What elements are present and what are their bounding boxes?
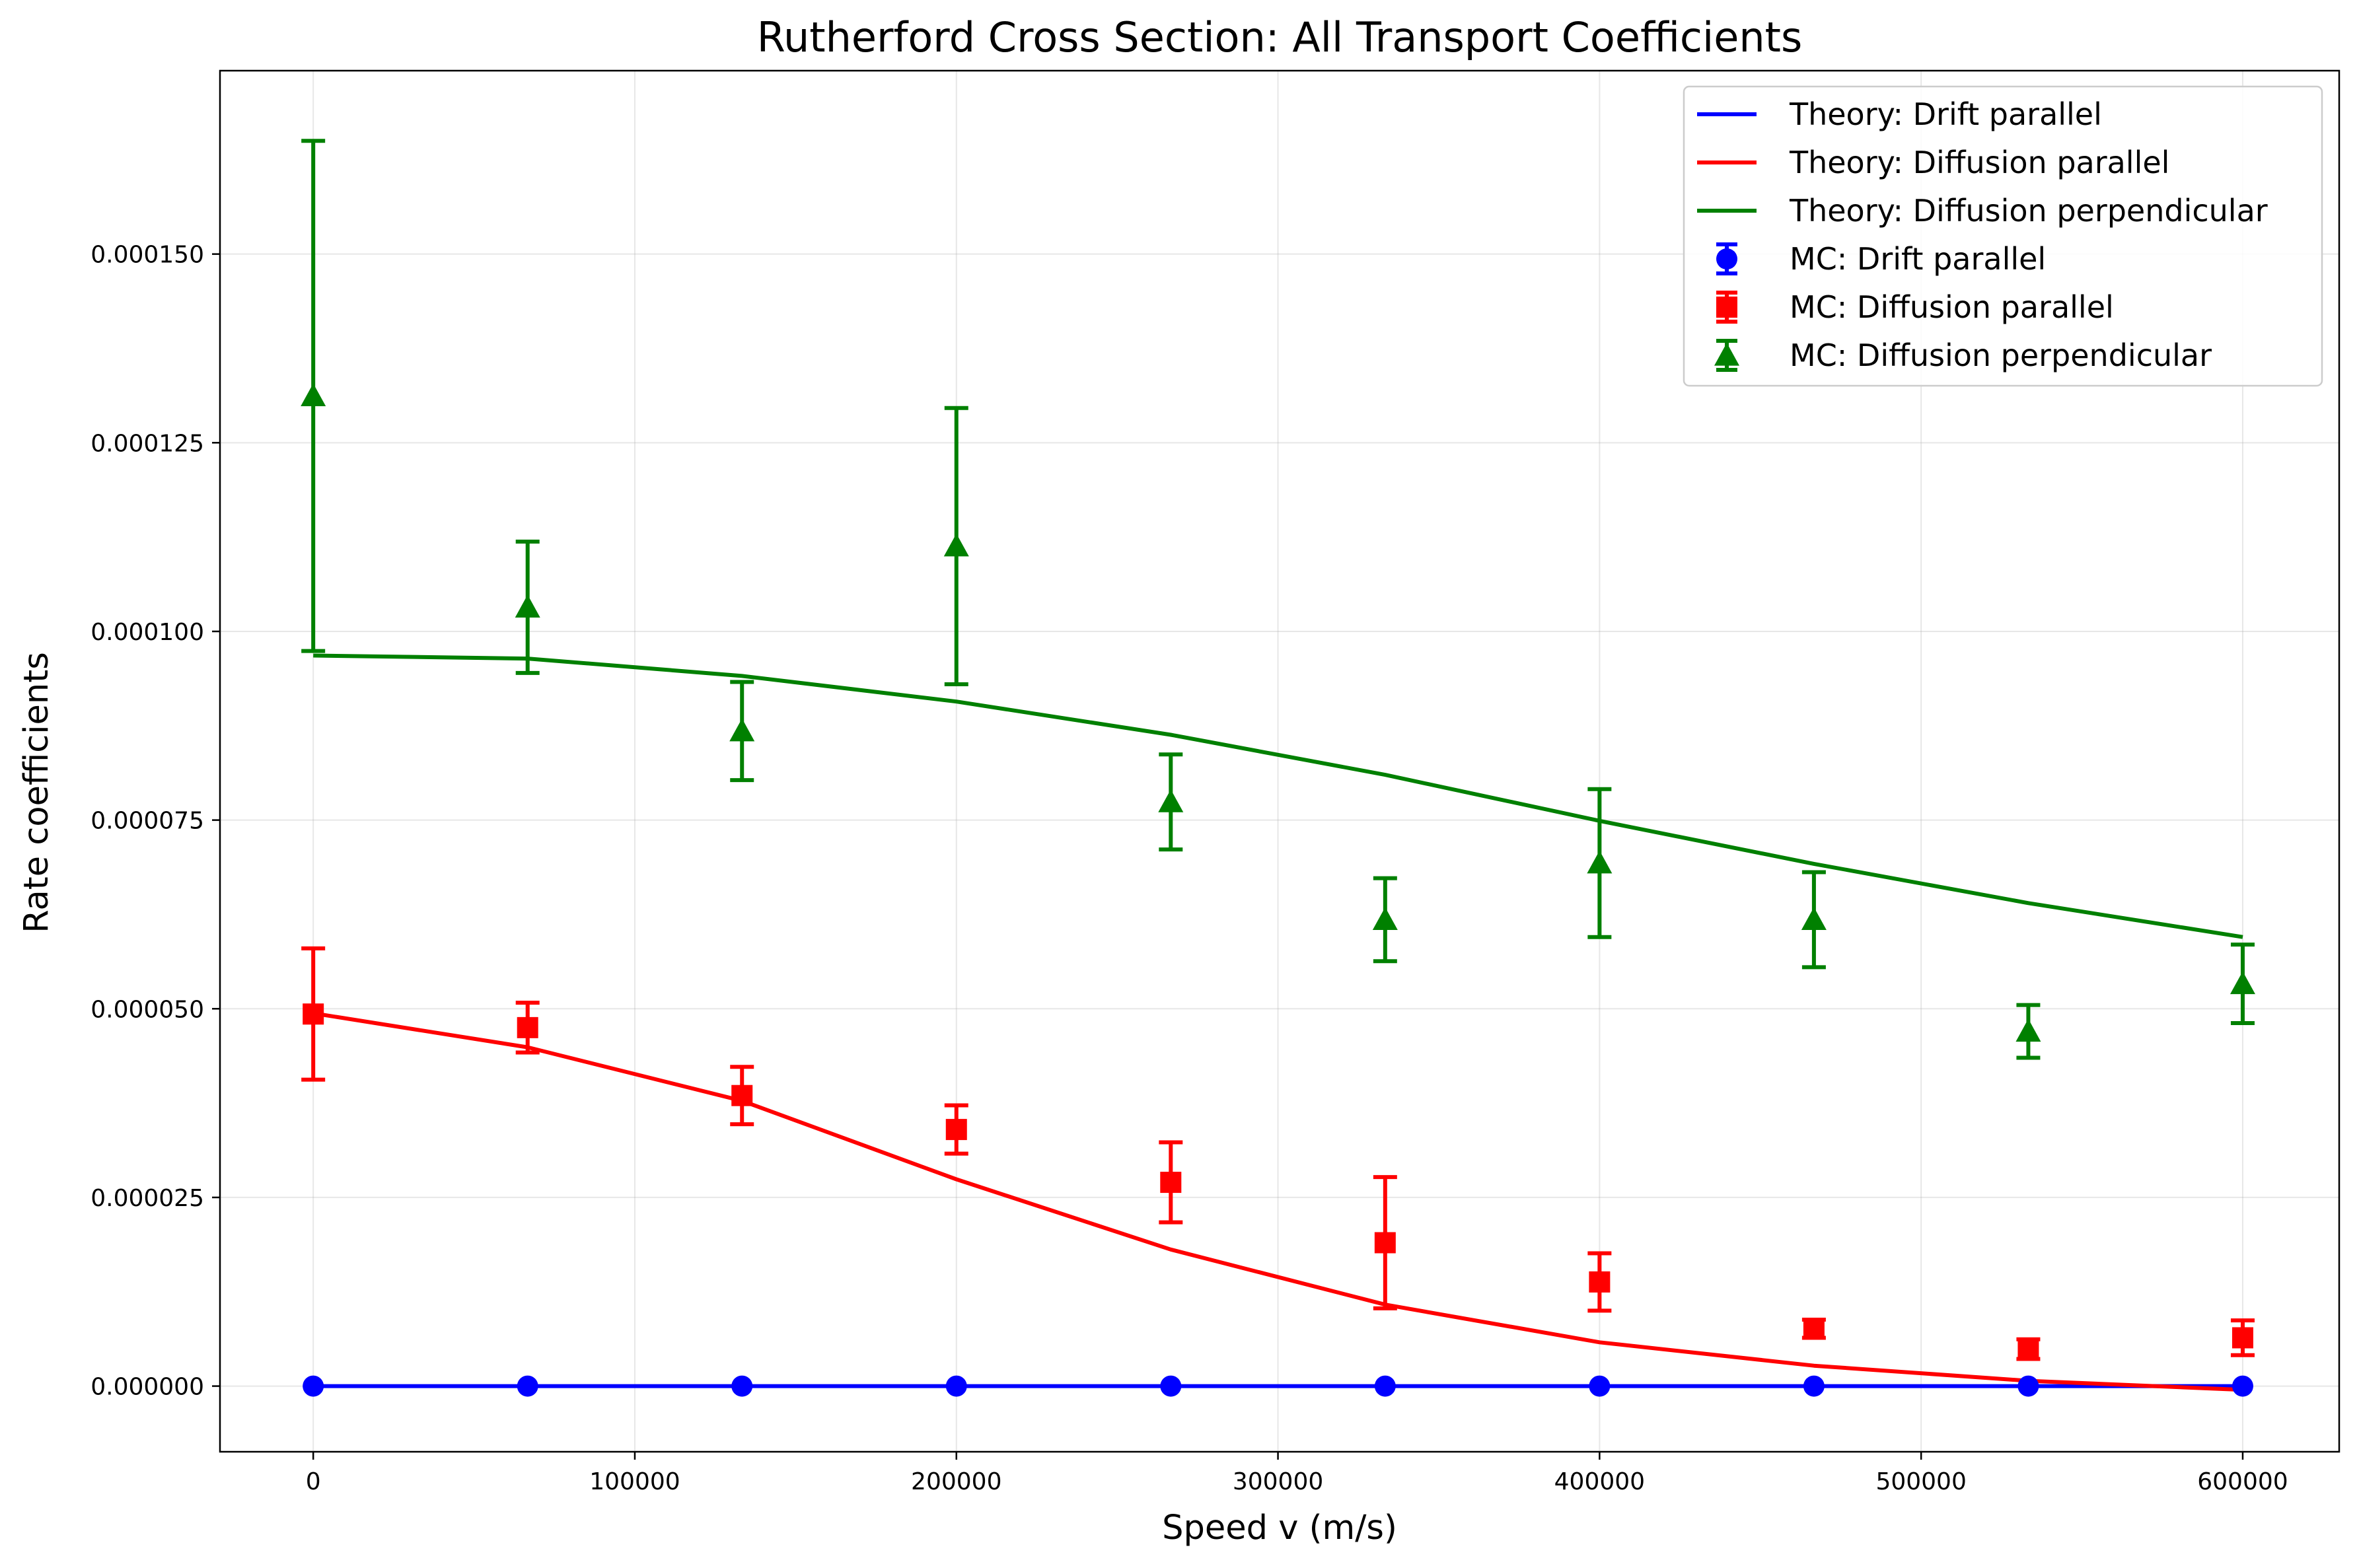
point-mc-diffusion-perpendicular	[2230, 971, 2255, 995]
point-mc-drift-parallel	[517, 1375, 538, 1397]
legend-box	[1683, 85, 2323, 387]
point-mc-drift-parallel	[2232, 1375, 2253, 1397]
x-tick-label: 600000	[2197, 1468, 2288, 1495]
x-tick-label: 0	[306, 1468, 321, 1495]
point-mc-diffusion-parallel	[945, 1119, 967, 1141]
legend-marker-mc-diffusion-parallel	[1716, 297, 1737, 318]
point-mc-diffusion-perpendicular	[301, 383, 326, 407]
point-mc-drift-parallel	[1160, 1375, 1182, 1397]
plot-series	[301, 139, 2255, 1397]
legend-label-theory-drift-parallel: Theory: Drift parallel	[1789, 96, 2102, 132]
point-mc-drift-parallel	[945, 1375, 967, 1397]
x-tick-label: 300000	[1233, 1468, 1323, 1495]
theory-line-theory-diffusion-parallel	[312, 1011, 2243, 1392]
x-tick-label: 400000	[1554, 1468, 1645, 1495]
legend-marker-mc-diffusion-perpendicular	[1714, 343, 1739, 366]
legend-label-theory-diffusion-parallel: Theory: Diffusion parallel	[1789, 145, 2169, 180]
y-tick-label: 0.000025	[91, 1185, 204, 1212]
legend: Theory: Drift parallel Theory: Diffusion …	[1683, 85, 2323, 387]
point-mc-diffusion-parallel	[731, 1085, 753, 1106]
point-mc-diffusion-perpendicular	[1587, 850, 1613, 874]
x-axis-label: Speed v (m/s)	[1162, 1509, 1397, 1548]
point-mc-diffusion-parallel	[303, 1003, 324, 1025]
point-mc-diffusion-perpendicular	[729, 718, 755, 742]
theory-line-theory-diffusion-perpendicular	[313, 653, 2243, 939]
point-mc-diffusion-perpendicular	[943, 533, 969, 557]
plot-area-frame	[219, 69, 2341, 1453]
point-mc-diffusion-parallel	[1374, 1232, 1396, 1254]
point-mc-diffusion-parallel	[1803, 1318, 1825, 1339]
y-tick-label: 0.000000	[91, 1374, 204, 1401]
point-mc-drift-parallel	[1374, 1375, 1396, 1397]
point-mc-drift-parallel	[731, 1375, 753, 1397]
point-mc-diffusion-perpendicular	[1372, 907, 1398, 931]
point-mc-diffusion-parallel	[2232, 1327, 2253, 1349]
point-mc-diffusion-parallel	[1160, 1172, 1182, 1194]
legend-label-theory-diffusion-perpendicular: Theory: Diffusion perpendicular	[1789, 193, 2268, 229]
legend-label-mc-drift-parallel: MC: Drift parallel	[1790, 241, 2046, 277]
y-tick-label: 0.000150	[91, 242, 204, 269]
point-mc-diffusion-perpendicular	[2015, 1018, 2041, 1042]
y-tick-label: 0.000100	[91, 619, 204, 646]
y-tick-label: 0.000050	[91, 996, 204, 1023]
point-mc-diffusion-perpendicular	[1801, 907, 1827, 931]
point-mc-diffusion-parallel	[1589, 1271, 1611, 1293]
point-mc-drift-parallel	[1803, 1375, 1825, 1397]
chart-title: Rutherford Cross Section: All Transport …	[757, 13, 1803, 61]
legend-marker-mc-drift-parallel	[1716, 248, 1737, 269]
point-mc-drift-parallel	[303, 1375, 324, 1397]
x-tick-label: 200000	[911, 1468, 1001, 1495]
point-mc-diffusion-perpendicular	[1158, 789, 1184, 812]
point-mc-diffusion-perpendicular	[515, 594, 540, 618]
point-mc-diffusion-parallel	[2017, 1338, 2039, 1360]
axes: 0 100000 200000 300000 400000 500000 600000 0.0…	[91, 242, 2288, 1495]
x-tick-label: 500000	[1875, 1468, 1966, 1495]
point-mc-drift-parallel	[2017, 1375, 2039, 1397]
legend-label-mc-diffusion-perpendicular: MC: Diffusion perpendicular	[1790, 338, 2212, 373]
y-tick-label: 0.000075	[91, 808, 204, 835]
y-tick-label: 0.000125	[91, 430, 204, 457]
y-axis-label: Rate coefficients	[17, 652, 56, 933]
x-tick-label: 100000	[589, 1468, 680, 1495]
point-mc-diffusion-parallel	[517, 1016, 538, 1038]
point-mc-drift-parallel	[1589, 1375, 1611, 1397]
legend-label-mc-diffusion-parallel: MC: Diffusion parallel	[1790, 289, 2114, 325]
